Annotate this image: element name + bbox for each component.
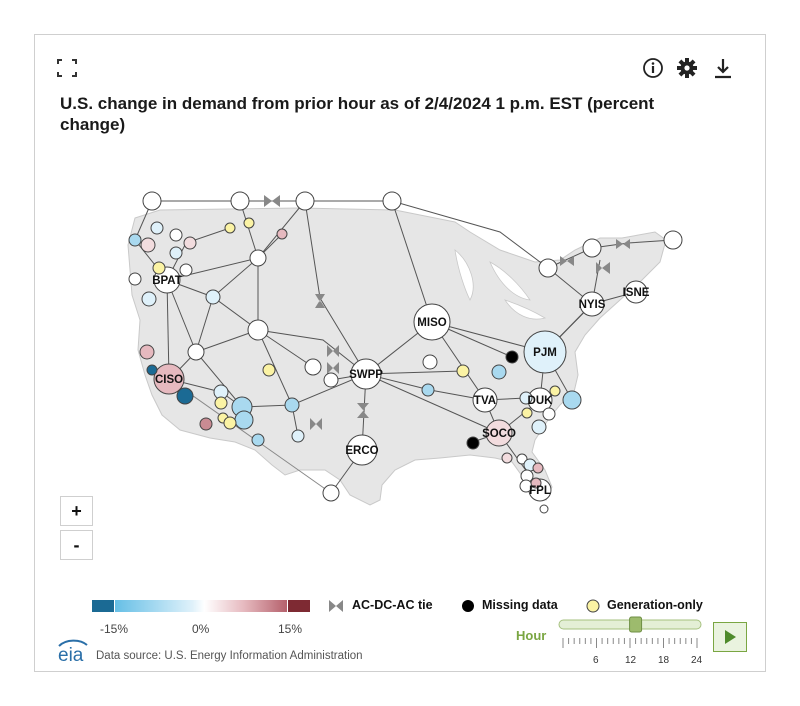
chart-title: U.S. change in demand from prior hour as… — [60, 94, 655, 134]
node-erco — [346, 434, 378, 466]
node-tva — [472, 387, 498, 413]
scale-low-block — [92, 600, 114, 612]
legend — [92, 599, 600, 613]
zoom-out-button[interactable]: - — [60, 530, 93, 560]
zoom-in-button[interactable]: + — [60, 496, 93, 526]
scale-gradient — [115, 600, 287, 612]
label-swpp: SWPP — [349, 369, 383, 381]
play-button[interactable] — [713, 622, 747, 652]
node-pjm — [523, 330, 567, 374]
scale-label-mid: 0% — [192, 622, 210, 636]
hour-ticks — [562, 638, 698, 648]
label-nyis: NYIS — [579, 299, 606, 311]
label-ciso: CISO — [155, 374, 183, 386]
tie-legend-label: AC-DC-AC tie — [352, 598, 433, 612]
hour-tick-12: 12 — [625, 655, 637, 666]
scale-high-block — [288, 600, 310, 612]
scale-label-low: -15% — [100, 622, 129, 636]
node-nyis — [579, 291, 605, 317]
hour-tick-18: 18 — [658, 655, 670, 666]
label-soco: SOCO — [482, 428, 516, 440]
hour-slider[interactable] — [555, 616, 705, 658]
label-isne: ISNE — [623, 287, 650, 299]
gear-icon[interactable] — [676, 57, 698, 79]
node-soco — [485, 419, 513, 447]
missing-legend-label: Missing data — [482, 598, 558, 612]
hour-tick-6: 6 — [593, 655, 599, 666]
label-pjm: PJM — [533, 347, 557, 359]
node-isne — [624, 280, 648, 304]
hour-tick-24: 24 — [691, 655, 703, 666]
data-source: Data source: U.S. Energy Information Adm… — [96, 650, 363, 662]
info-icon[interactable] — [642, 57, 664, 79]
expand-icon[interactable] — [56, 58, 78, 78]
label-tva: TVA — [474, 395, 496, 407]
label-miso: MISO — [417, 317, 446, 329]
slider-handle — [629, 616, 643, 633]
label-fpl: FPL — [529, 485, 551, 497]
eia-logo: eia — [58, 639, 88, 664]
node-swpp — [350, 358, 382, 390]
hour-label: Hour — [516, 628, 547, 643]
label-erco: ERCO — [345, 445, 378, 457]
scale-label-high: 15% — [278, 622, 303, 636]
node-ciso — [153, 363, 185, 395]
download-icon[interactable] — [712, 57, 734, 79]
play-icon — [725, 630, 736, 644]
node-miso — [413, 303, 451, 341]
label-duk: DUK — [528, 395, 554, 407]
label-bpat: BPAT — [152, 275, 182, 287]
generation-legend-label: Generation-only — [607, 598, 703, 612]
eia-logo-text: eia — [58, 645, 84, 664]
